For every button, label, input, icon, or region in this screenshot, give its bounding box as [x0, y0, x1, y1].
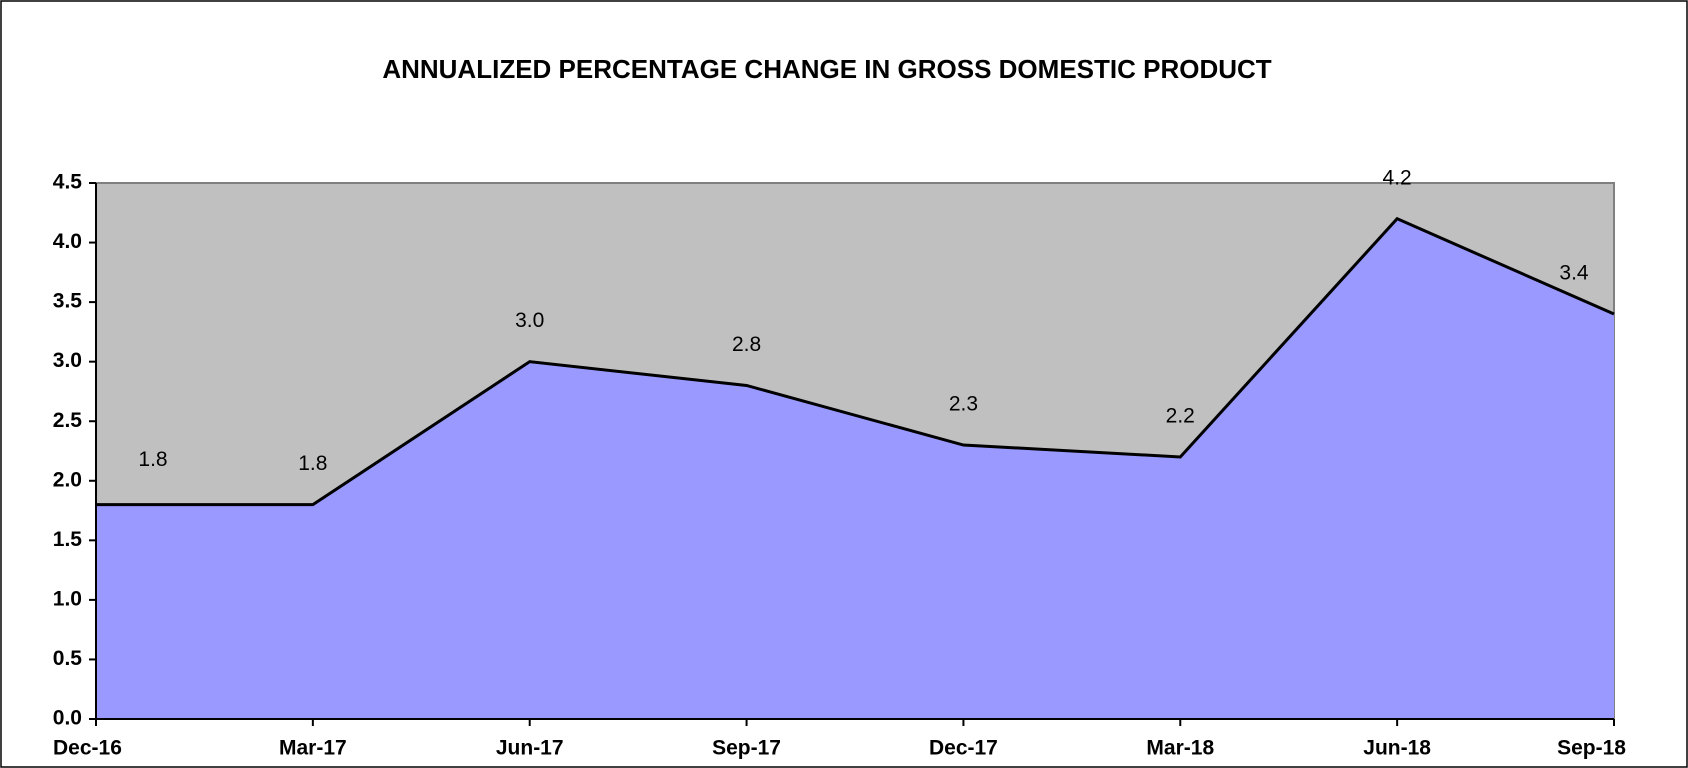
- x-tick-label: Mar-18: [1146, 737, 1214, 760]
- y-tick-label: 4.5: [53, 171, 83, 194]
- y-tick-label: 4.0: [53, 230, 82, 253]
- data-label: 2.3: [949, 393, 978, 416]
- x-tick-label: Jun-18: [1363, 737, 1431, 760]
- data-label: 2.8: [732, 333, 761, 356]
- y-tick-label: 0.0: [53, 707, 82, 730]
- y-tick-label: 2.5: [53, 409, 83, 432]
- data-label: 2.2: [1166, 405, 1195, 428]
- data-label: 3.0: [515, 309, 544, 332]
- area: [96, 218, 1614, 719]
- annotation: 0.0: [63, 501, 92, 524]
- y-tick-label: 1.5: [53, 528, 83, 551]
- y-tick-label: 2.0: [53, 468, 82, 491]
- data-label: 1.8: [138, 448, 167, 471]
- line: [96, 216, 1615, 507]
- x-tick-label: Sep-18: [1557, 737, 1626, 760]
- x-tick-label: Dec-17: [929, 737, 998, 760]
- y-tick-label: 3.0: [53, 349, 82, 372]
- x-tick-label: Mar-17: [279, 737, 347, 760]
- chart-title: ANNUALIZED PERCENTAGE CHANGE IN GROSS DO…: [382, 54, 1271, 84]
- x-tick-label: Sep-17: [712, 737, 781, 760]
- y-tick-label: 1.0: [53, 587, 82, 610]
- data-label: 4.2: [1383, 166, 1412, 189]
- x-tick-label: Jun-17: [496, 737, 564, 760]
- y-tick-label: 3.5: [53, 290, 83, 313]
- y-tick-label: 0.5: [53, 647, 83, 670]
- data-label: 1.8: [298, 452, 327, 475]
- x-tick-label: Dec-16: [53, 737, 122, 760]
- data-label: 3.4: [1559, 262, 1589, 285]
